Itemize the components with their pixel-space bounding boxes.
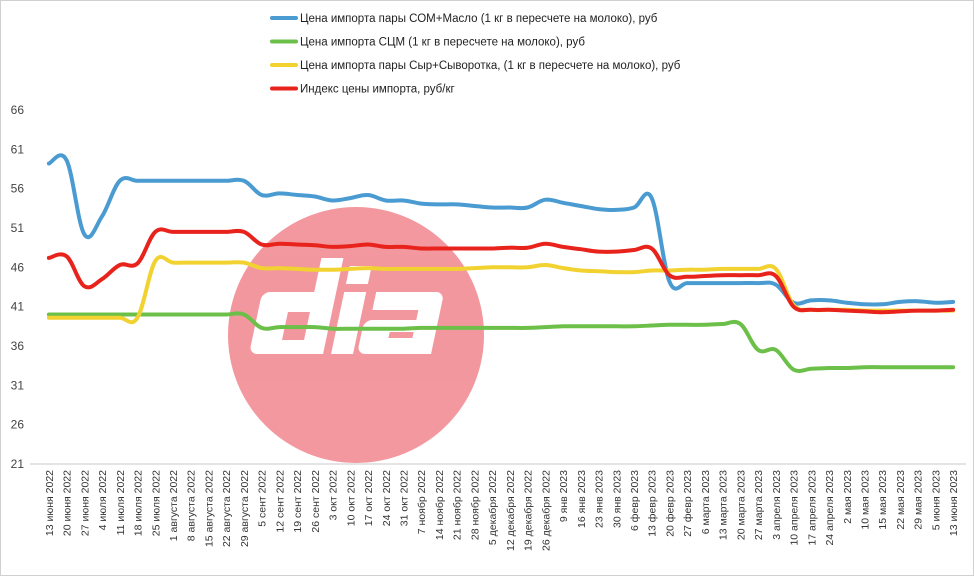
x-tick-label: 13 июня 2023 <box>948 470 960 536</box>
legend-label-2: Цена импорта пары Сыр+Сыворотка, (1 кг в… <box>300 60 681 72</box>
x-tick-label: 13 июня 2022 <box>44 470 56 536</box>
x-tick-label: 26 сент 2022 <box>310 470 322 533</box>
x-tick-label: 7 ноябр 2022 <box>416 470 428 534</box>
x-tick-label: 17 окт 2022 <box>363 470 375 526</box>
x-tick-label: 17 апреля 2023 <box>806 470 818 546</box>
y-tick-label: 61 <box>11 142 25 156</box>
x-tick-label: 10 мая 2023 <box>859 470 871 530</box>
x-tick-label: 29 мая 2023 <box>913 470 925 530</box>
legend-label-0: Цена импорта пары СОМ+Масло (1 кг в пере… <box>300 13 658 25</box>
series-group <box>46 153 956 373</box>
x-tick-label: 24 апреля 2023 <box>824 470 836 546</box>
y-tick-label: 66 <box>11 103 25 117</box>
x-tick-label: 28 ноябр 2022 <box>469 470 481 540</box>
legend-label-1: Цена импорта СЦМ (1 кг в пересчете на мо… <box>300 37 585 49</box>
x-tick-label: 11 июля 2022 <box>115 470 127 536</box>
series-line-3 <box>46 227 956 315</box>
x-tick-label: 15 мая 2023 <box>877 470 889 530</box>
y-tick-label: 41 <box>11 300 25 314</box>
x-tick-label: 21 ноябр 2022 <box>452 470 464 540</box>
watermark-logo <box>228 207 484 463</box>
x-tick-label: 4 июля 2022 <box>97 470 109 531</box>
x-axis: 13 июня 2022 20 июня 2022 27 июня 2022 4 ию… <box>44 470 960 551</box>
x-tick-label: 3 апреля 2023 <box>771 470 783 540</box>
series-line-0 <box>46 153 956 307</box>
x-tick-label: 8 августа 2022 <box>186 470 198 541</box>
x-tick-label: 13 марта 2023 <box>718 470 730 540</box>
x-tick-label: 14 ноябр 2022 <box>434 470 446 540</box>
x-tick-label: 20 февр 2023 <box>664 470 676 537</box>
x-tick-label: 5 декабря 2022 <box>487 470 499 545</box>
x-tick-label: 5 июня 2023 <box>930 470 942 530</box>
x-tick-label: 2 мая 2023 <box>842 470 854 524</box>
x-tick-label: 19 сент 2022 <box>292 470 304 533</box>
x-tick-label: 15 августа 2022 <box>203 470 215 547</box>
y-tick-label: 36 <box>11 339 25 353</box>
x-tick-label: 30 янв 2023 <box>611 470 623 528</box>
x-tick-label: 12 сент 2022 <box>274 470 286 533</box>
x-tick-label: 22 мая 2023 <box>895 470 907 530</box>
x-tick-label: 27 июня 2022 <box>79 470 91 536</box>
chart-legend: Цена импорта пары СОМ+Масло (1 кг в пере… <box>270 13 681 96</box>
x-tick-label: 6 марта 2023 <box>700 470 712 534</box>
x-tick-label: 27 марта 2023 <box>753 470 765 540</box>
y-tick-label: 56 <box>11 182 25 196</box>
y-axis: 21 26 31 36 41 46 51 56 61 66 <box>11 103 25 471</box>
y-tick-label: 26 <box>11 418 25 432</box>
x-tick-label: 3 окт 2022 <box>328 470 340 521</box>
x-tick-label: 19 декабря 2022 <box>523 470 535 551</box>
x-tick-label: 24 окт 2022 <box>381 470 393 526</box>
x-tick-label: 10 апреля 2023 <box>789 470 801 546</box>
series-line-2 <box>46 255 956 325</box>
x-tick-label: 6 февр 2023 <box>629 470 641 531</box>
x-tick-label: 27 февр 2023 <box>682 470 694 537</box>
x-tick-label: 13 февр 2023 <box>647 470 659 537</box>
x-tick-label: 12 декабря 2022 <box>505 470 517 551</box>
series-line-1 <box>46 311 956 373</box>
x-tick-label: 5 сент 2022 <box>257 470 269 527</box>
y-tick-label: 31 <box>11 378 25 392</box>
x-tick-label: 25 июля 2022 <box>150 470 162 536</box>
x-tick-label: 20 июня 2022 <box>62 470 74 536</box>
x-tick-label: 10 окт 2022 <box>345 470 357 526</box>
legend-label-3: Индекс цены импорта, руб/кг <box>300 84 455 96</box>
x-tick-label: 22 августа 2022 <box>221 470 233 547</box>
y-tick-label: 46 <box>11 260 25 274</box>
x-tick-label: 9 янв 2023 <box>558 470 570 522</box>
y-tick-label: 21 <box>11 457 25 471</box>
x-tick-label: 20 марта 2023 <box>735 470 747 540</box>
x-tick-label: 29 августа 2022 <box>239 470 251 547</box>
x-tick-label: 26 декабря 2022 <box>540 470 552 551</box>
x-tick-label: 16 янв 2023 <box>576 470 588 528</box>
x-tick-label: 31 окт 2022 <box>398 470 410 526</box>
y-tick-label: 51 <box>11 221 25 235</box>
x-tick-label: 23 янв 2023 <box>594 470 606 528</box>
x-tick-label: 1 августа 2022 <box>168 470 180 541</box>
x-tick-label: 18 июля 2022 <box>133 470 145 536</box>
